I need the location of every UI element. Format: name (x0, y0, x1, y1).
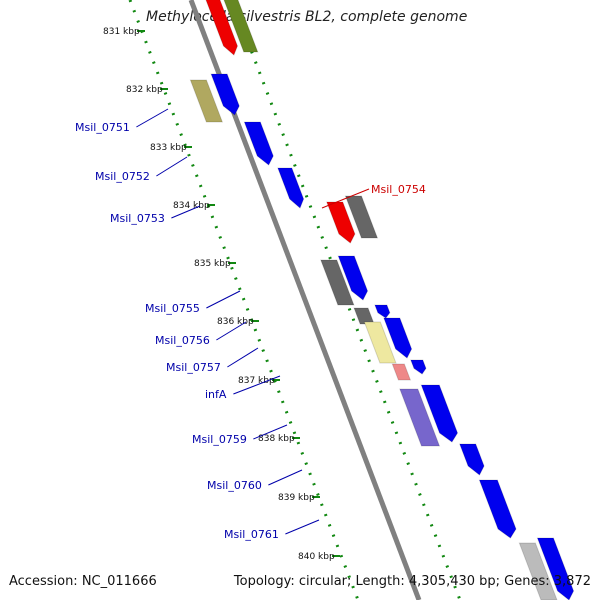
feature-msil-0757-yellow (363, 321, 397, 364)
feature-msil-0754-red (326, 201, 356, 244)
feature-cds-0759 (420, 384, 459, 443)
leader-line (233, 375, 281, 395)
kbp-tick-label: 836 kbp (217, 317, 254, 327)
kbp-tick-label: 834 kbp (173, 201, 210, 211)
feature-olive-top (223, 0, 259, 53)
kbp-tick-label: 838 kbp (258, 434, 295, 444)
feature-cds-0752 (243, 121, 274, 166)
leader-line (285, 519, 320, 535)
topology-text: Topology: circular; Length: 4,305,430 bp… (233, 574, 591, 589)
gene-label: Msil_0752 (95, 170, 150, 183)
gene-label: Msil_0756 (155, 334, 210, 347)
leader-line (171, 205, 201, 219)
feature-cds-0755 (337, 255, 369, 301)
leader-line (268, 469, 303, 486)
leader-line (136, 108, 169, 128)
feature-msil-0751-khaki (189, 79, 224, 123)
feature-cds-0751 (210, 73, 240, 116)
gene-label: Msil_0751 (75, 121, 130, 134)
feature-silver-bottom (518, 542, 558, 600)
gene-label: Msil_0760 (207, 479, 262, 492)
kbp-tick-label: 831 kbp (103, 27, 140, 37)
accession-text: Accession: NC_011666 (9, 574, 157, 589)
gene-label: Msil_0754 (371, 183, 426, 196)
kbp-tick-label: 833 kbp (150, 143, 187, 153)
gene-label: Msil_0753 (110, 212, 165, 225)
gene-label: Msil_0757 (166, 361, 221, 374)
kbp-tick-label: 835 kbp (194, 259, 231, 269)
feature-msil-0759-purple (399, 388, 441, 447)
feature-msil-0754-gray (344, 195, 379, 239)
gene-label: Msil_0755 (145, 302, 200, 315)
kbp-tick-label: 840 kbp (298, 552, 335, 562)
kbp-tick-label: 839 kbp (278, 493, 315, 503)
feature-cds-infa (410, 359, 427, 375)
leader-line (253, 424, 288, 440)
feature-infa-pink (391, 363, 412, 381)
leader-line (206, 290, 241, 309)
feature-cds-0753 (277, 167, 305, 209)
leader-line (321, 188, 370, 209)
gene-label: infA (205, 388, 227, 401)
gene-label: Msil_0759 (192, 433, 247, 446)
leader-line (227, 347, 259, 368)
feature-msil-0755-gray (320, 259, 355, 306)
outer-ring-left (128, 0, 360, 600)
feature-cds-bottom (536, 537, 575, 600)
leader-line (156, 156, 188, 177)
feature-cds-0760 (458, 443, 485, 476)
feature-cds-0761 (478, 479, 517, 539)
feature-red-top (205, 0, 239, 56)
kbp-tick-label: 837 kbp (238, 376, 275, 386)
gene-label: Msil_0761 (224, 528, 279, 541)
feature-cds-0757 (383, 317, 413, 359)
leader-line (216, 321, 247, 341)
kbp-tick-label: 832 kbp (126, 85, 163, 95)
feature-cds-0756 (374, 304, 391, 319)
